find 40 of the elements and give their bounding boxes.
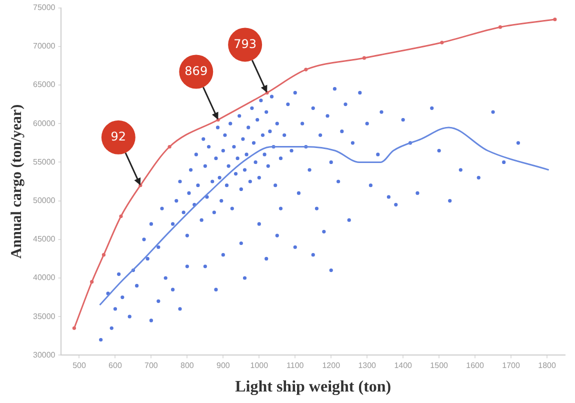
annotation: 793 (234, 36, 257, 51)
x-tick-label: 800 (180, 361, 194, 370)
y-tick-label: 70000 (32, 42, 56, 51)
x-tick-label: 1500 (430, 361, 449, 370)
x-tick-label: 1300 (358, 361, 377, 370)
point (168, 144, 172, 149)
annotation: 869 (184, 64, 208, 78)
line-series (99, 126, 550, 306)
point (553, 18, 557, 22)
x-tick-label: 1000 (250, 361, 269, 370)
x-tick-label: 1600 (466, 361, 484, 370)
y-tick-label: 45000 (32, 234, 56, 244)
y-tick-label: 40000 (32, 273, 56, 282)
x-tick-label: 1800 (538, 361, 556, 370)
x-tick-label: 500 (72, 361, 86, 370)
x-tick-label: 900 (216, 361, 230, 370)
annotation: 92 (110, 129, 126, 144)
y-tick-label: 65000 (32, 80, 56, 90)
y-tick-label: 60000 (32, 118, 56, 128)
y-tick-label: 35000 (32, 312, 56, 321)
point (498, 25, 502, 29)
point (362, 56, 366, 60)
x-axis-title: Light ship weight (ton) (235, 378, 392, 396)
x-tick-label: 1400 (394, 361, 413, 370)
y-tick-label: 30000 (32, 350, 56, 360)
point (119, 214, 123, 218)
x-tick-label: 600 (108, 361, 122, 370)
point (90, 280, 94, 284)
y-tick-label: 55000 (32, 157, 56, 166)
point (102, 253, 106, 257)
y-axis-title: Annual cargo (ton/year) (8, 104, 25, 259)
x-tick-label: 700 (144, 361, 158, 370)
x-tick-label: 1700 (502, 361, 520, 370)
point (440, 40, 444, 44)
y-tick-label: 75000 (32, 3, 56, 12)
y-tick-label: 50000 (32, 196, 56, 206)
point (72, 326, 76, 330)
x-tick-label: 1200 (322, 361, 341, 370)
x-tick-label: 1100 (286, 361, 304, 370)
point (304, 68, 308, 72)
